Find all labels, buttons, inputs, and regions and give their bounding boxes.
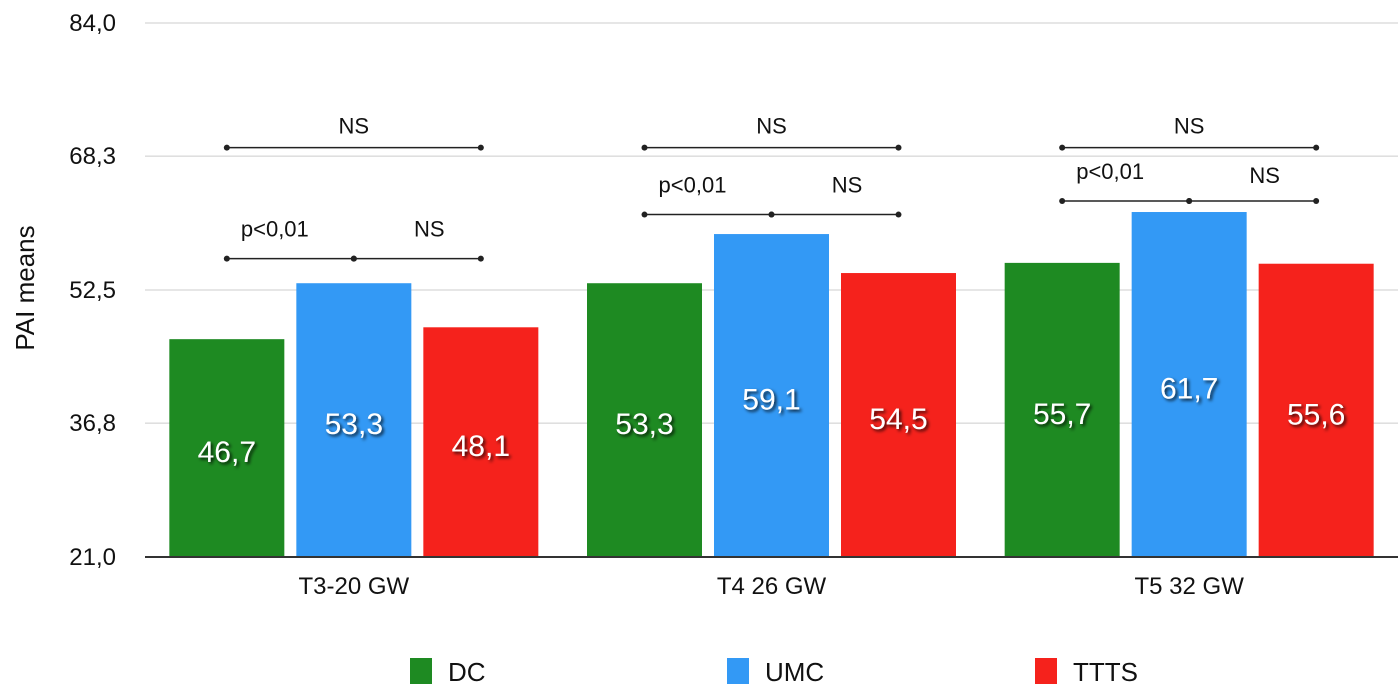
bar-dc-0 — [169, 339, 285, 557]
bracket-end-dot — [350, 255, 357, 262]
bracket-end-dot — [1313, 144, 1320, 151]
x-tick-label: T5 32 GW — [1134, 573, 1244, 600]
significance-label: NS — [339, 114, 370, 139]
bar-dc-1 — [587, 283, 702, 557]
bar-value-label: 55,6 — [1287, 398, 1345, 431]
bracket-end-dot — [641, 211, 648, 218]
legend-label-dc: DC — [448, 657, 486, 687]
bar-value-label: 46,7 — [198, 436, 256, 469]
x-axis: T3-20 GW T4 26 GW T5 32 GW — [145, 556, 1398, 600]
legend: DC UMC TTTS — [410, 657, 1138, 687]
y-axis: 21,0 36,8 52,5 68,3 84,0 — [69, 10, 116, 571]
bracket-end-dot — [1059, 198, 1066, 204]
bar-ttts-2 — [1258, 263, 1374, 557]
bar-value-label: 61,7 — [1160, 373, 1218, 406]
bar-value-label: 59,1 — [742, 384, 800, 417]
bar-ttts-1 — [841, 273, 956, 557]
significance-label: p<0,01 — [1076, 159, 1144, 184]
y-tick-label: 68,3 — [69, 143, 116, 170]
legend-swatch-dc — [410, 658, 432, 684]
y-tick-label: 84,0 — [69, 10, 116, 37]
bar-value-label: 48,1 — [452, 430, 510, 463]
legend-label-ttts: TTTS — [1073, 657, 1138, 687]
bracket-end-dot — [1186, 198, 1193, 204]
bar-umc-0 — [296, 283, 412, 557]
bracket-end-dot — [477, 255, 484, 262]
bar-value-label: 53,3 — [615, 408, 673, 441]
bar-dc-2 — [1004, 262, 1120, 557]
y-tick-label: 52,5 — [69, 277, 116, 304]
significance-label: NS — [756, 114, 787, 139]
significance-label: NS — [1174, 114, 1205, 139]
y-tick-label: 21,0 — [69, 544, 116, 571]
bracket-end-dot — [1313, 198, 1320, 204]
legend-label-umc: UMC — [765, 657, 824, 687]
bar-ttts-0 — [423, 327, 539, 557]
bracket-end-dot — [223, 144, 230, 151]
significance-label: NS — [832, 173, 863, 198]
bar-umc-1 — [714, 234, 829, 558]
x-tick-label: T4 26 GW — [717, 573, 827, 600]
bars: 46,7 53,3 48,1 53,3 59,1 54,5 55,7 61,7 55,6 — [169, 212, 1374, 558]
bar-value-label: 54,5 — [869, 403, 927, 436]
significance-label: p<0,01 — [659, 173, 727, 198]
bracket-end-dot — [477, 144, 484, 151]
bracket-end-dot — [1059, 144, 1066, 151]
bracket-end-dot — [641, 144, 648, 151]
bracket-end-dot — [768, 211, 775, 218]
bar-umc-2 — [1131, 212, 1247, 557]
significance-annotations: NS p<0,01 NS NS p<0,01 NS NS p<0,01 NS — [223, 114, 1320, 262]
x-tick-label: T3-20 GW — [298, 573, 409, 600]
bracket-end-dot — [895, 144, 902, 151]
significance-label: NS — [1249, 163, 1280, 188]
significance-label: NS — [414, 217, 445, 242]
bar-value-label: 53,3 — [325, 408, 383, 441]
legend-swatch-umc — [727, 658, 749, 684]
bracket-end-dot — [895, 211, 902, 218]
y-axis-title: PAI means — [10, 225, 40, 350]
y-tick-label: 36,8 — [69, 410, 116, 437]
legend-swatch-ttts — [1035, 658, 1057, 684]
bar-value-label: 55,7 — [1033, 398, 1091, 431]
bracket-end-dot — [223, 255, 230, 262]
significance-label: p<0,01 — [241, 217, 309, 242]
